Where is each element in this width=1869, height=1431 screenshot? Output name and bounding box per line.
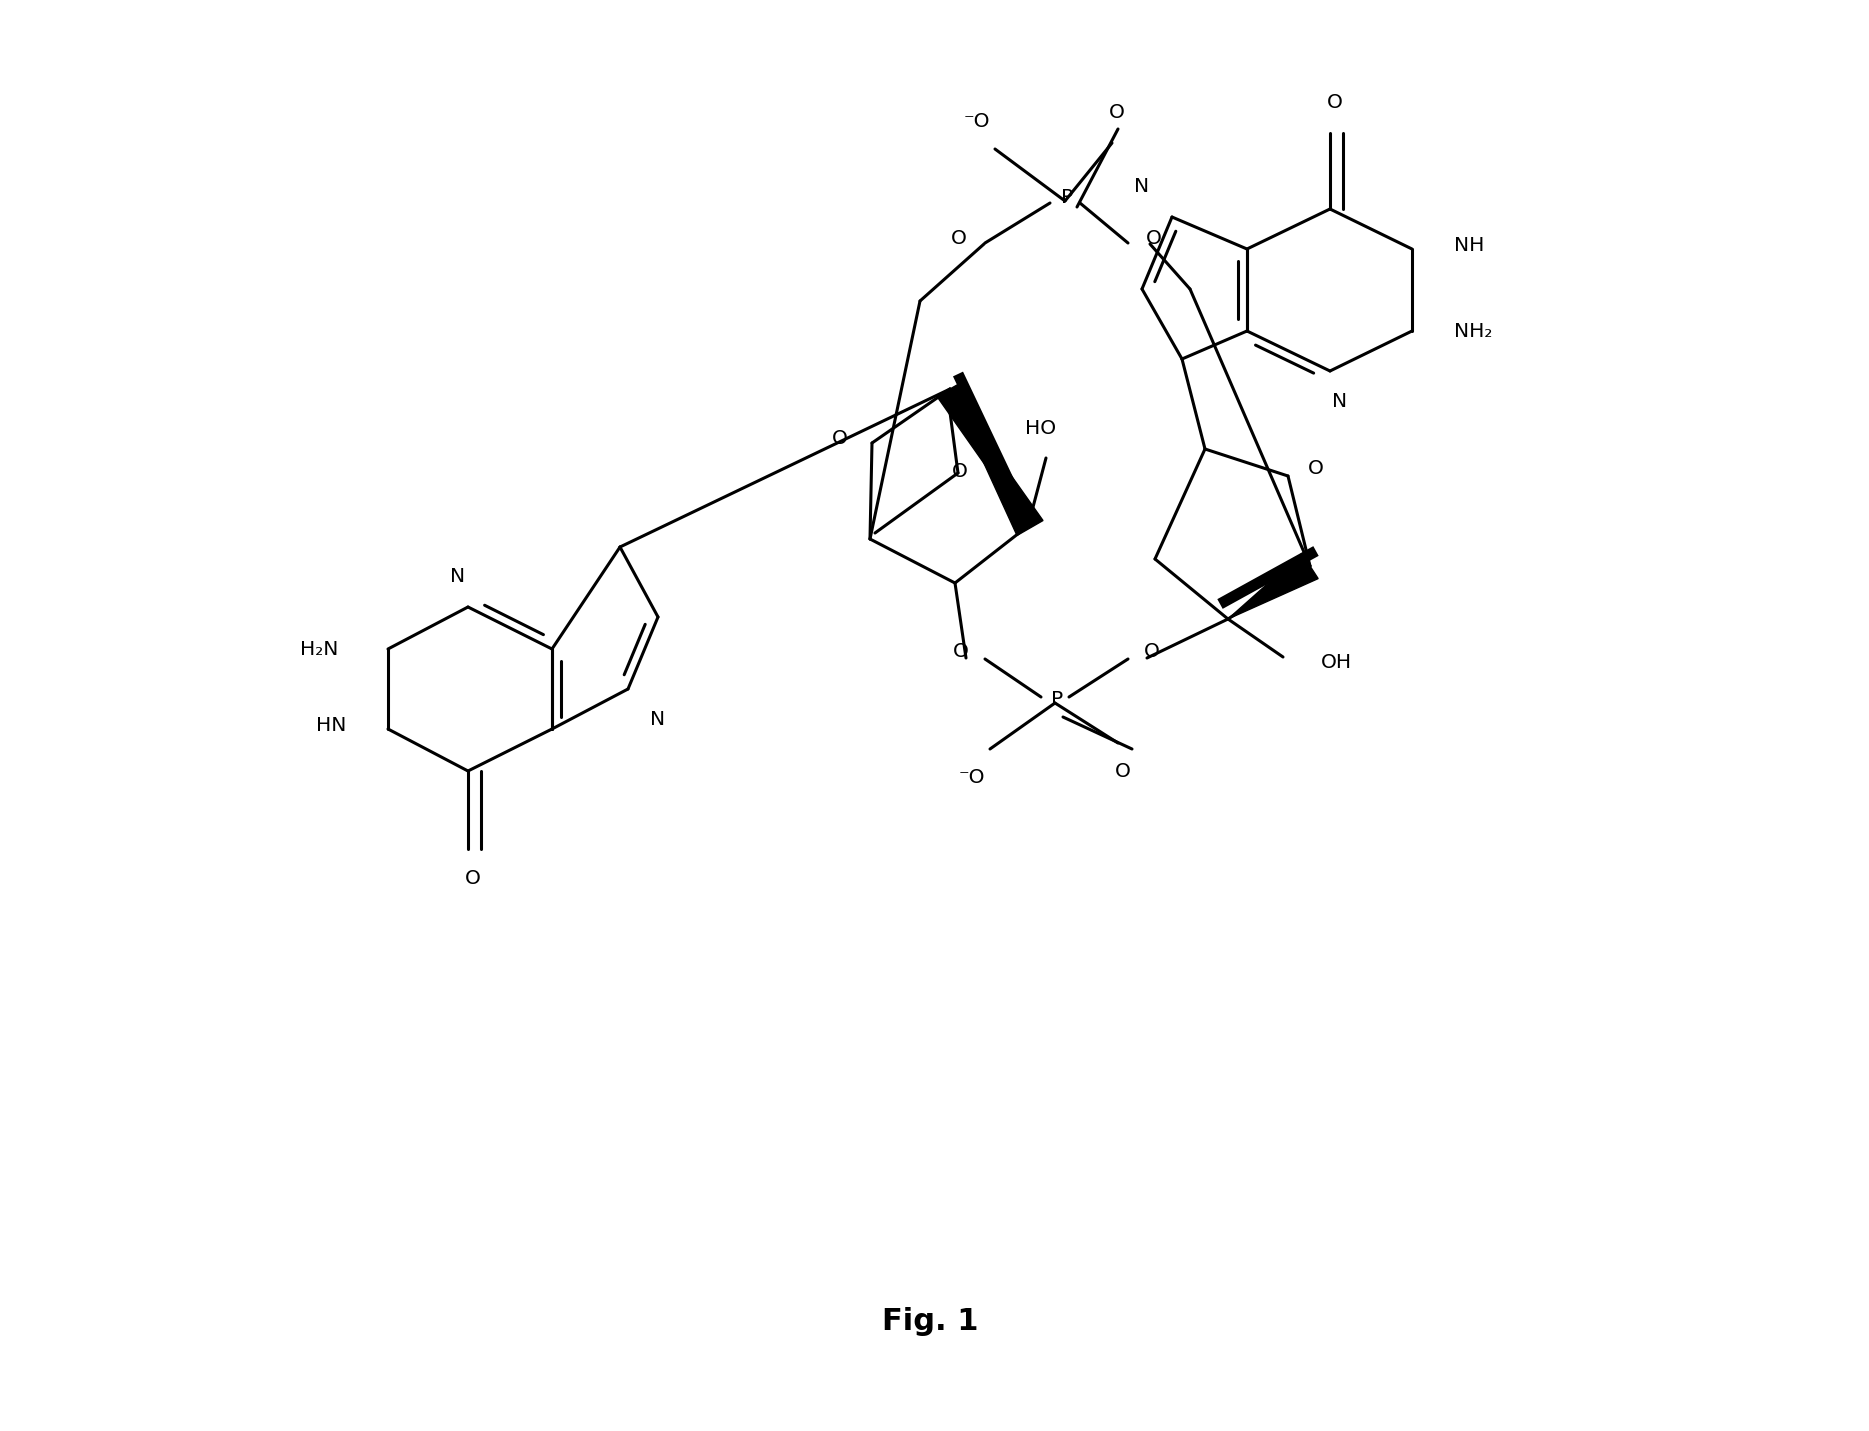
Text: Fig. 1: Fig. 1 — [882, 1307, 977, 1335]
Text: O: O — [951, 229, 966, 248]
Polygon shape — [1228, 554, 1318, 620]
Text: NH: NH — [1454, 236, 1484, 255]
Text: O: O — [1308, 458, 1323, 478]
Text: O: O — [1146, 229, 1163, 248]
Text: P: P — [1050, 690, 1063, 708]
Text: O: O — [951, 462, 968, 481]
Text: ⁻O: ⁻O — [964, 112, 991, 130]
Text: OH: OH — [1321, 653, 1351, 671]
Text: O: O — [1108, 103, 1125, 123]
Text: N: N — [1134, 177, 1149, 196]
Text: N: N — [650, 710, 665, 728]
Text: NH₂: NH₂ — [1454, 322, 1491, 341]
Text: O: O — [1116, 761, 1131, 780]
Text: P: P — [1062, 187, 1073, 206]
Text: H₂N: H₂N — [299, 640, 338, 658]
Polygon shape — [949, 389, 1043, 535]
Text: N: N — [1333, 392, 1348, 411]
Text: O: O — [953, 641, 968, 661]
Text: HN: HN — [316, 716, 346, 734]
Text: O: O — [465, 870, 480, 889]
Text: ⁻O: ⁻O — [959, 767, 985, 787]
Text: HO: HO — [1026, 418, 1056, 438]
Text: O: O — [832, 428, 849, 448]
Polygon shape — [936, 382, 1028, 527]
Text: O: O — [1144, 641, 1161, 661]
Text: O: O — [1327, 93, 1344, 113]
Text: N: N — [450, 568, 465, 587]
